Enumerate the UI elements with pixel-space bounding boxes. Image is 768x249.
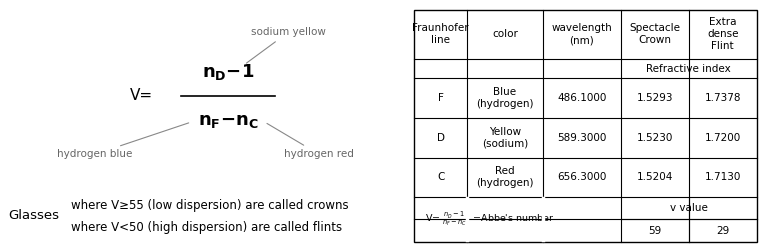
Text: 1.7378: 1.7378 (704, 93, 741, 103)
Text: 1.7200: 1.7200 (705, 133, 741, 143)
Text: Blue
(hydrogen): Blue (hydrogen) (476, 87, 534, 109)
Text: F: F (438, 93, 444, 103)
Text: Extra
dense
Flint: Extra dense Flint (707, 17, 739, 52)
Text: 1.5230: 1.5230 (637, 133, 673, 143)
Text: v value: v value (670, 203, 707, 213)
Text: V= $\frac{n_D-1}{n_F-n_C}$  =Abbe's number: V= $\frac{n_D-1}{n_F-n_C}$ =Abbe's numbe… (425, 211, 554, 228)
Text: 486.1000: 486.1000 (557, 93, 607, 103)
Text: 589.3000: 589.3000 (557, 133, 607, 143)
Text: V=: V= (130, 88, 153, 103)
Text: Refractive index: Refractive index (647, 64, 731, 74)
Text: Red
(hydrogen): Red (hydrogen) (476, 166, 534, 188)
Text: Glasses: Glasses (8, 209, 59, 222)
Text: 1.5204: 1.5204 (637, 173, 673, 183)
Text: where V<50 (high dispersion) are called flints: where V<50 (high dispersion) are called … (71, 221, 343, 234)
Text: where V≥55 (low dispersion) are called crowns: where V≥55 (low dispersion) are called c… (71, 199, 349, 212)
Text: color: color (492, 29, 518, 40)
Text: 656.3000: 656.3000 (557, 173, 607, 183)
Text: 59: 59 (648, 226, 661, 236)
Text: $\mathbf{n_D}$$\mathbf{-1}$: $\mathbf{n_D}$$\mathbf{-1}$ (202, 62, 254, 82)
Text: D: D (437, 133, 445, 143)
Text: hydrogen red: hydrogen red (267, 124, 354, 159)
Text: C: C (437, 173, 445, 183)
Text: Yellow
(sodium): Yellow (sodium) (482, 127, 528, 149)
Text: 1.5293: 1.5293 (637, 93, 673, 103)
Text: wavelength
(nm): wavelength (nm) (551, 23, 612, 46)
Text: Spectacle
Crown: Spectacle Crown (629, 23, 680, 46)
Text: 29: 29 (716, 226, 730, 236)
Text: $\mathbf{n_F}$$\mathbf{-n_C}$: $\mathbf{n_F}$$\mathbf{-n_C}$ (197, 112, 258, 130)
Text: Fraunhofer
line: Fraunhofer line (412, 23, 469, 46)
Text: hydrogen blue: hydrogen blue (57, 123, 189, 159)
Text: sodium yellow: sodium yellow (247, 27, 326, 63)
Text: 1.7130: 1.7130 (704, 173, 741, 183)
